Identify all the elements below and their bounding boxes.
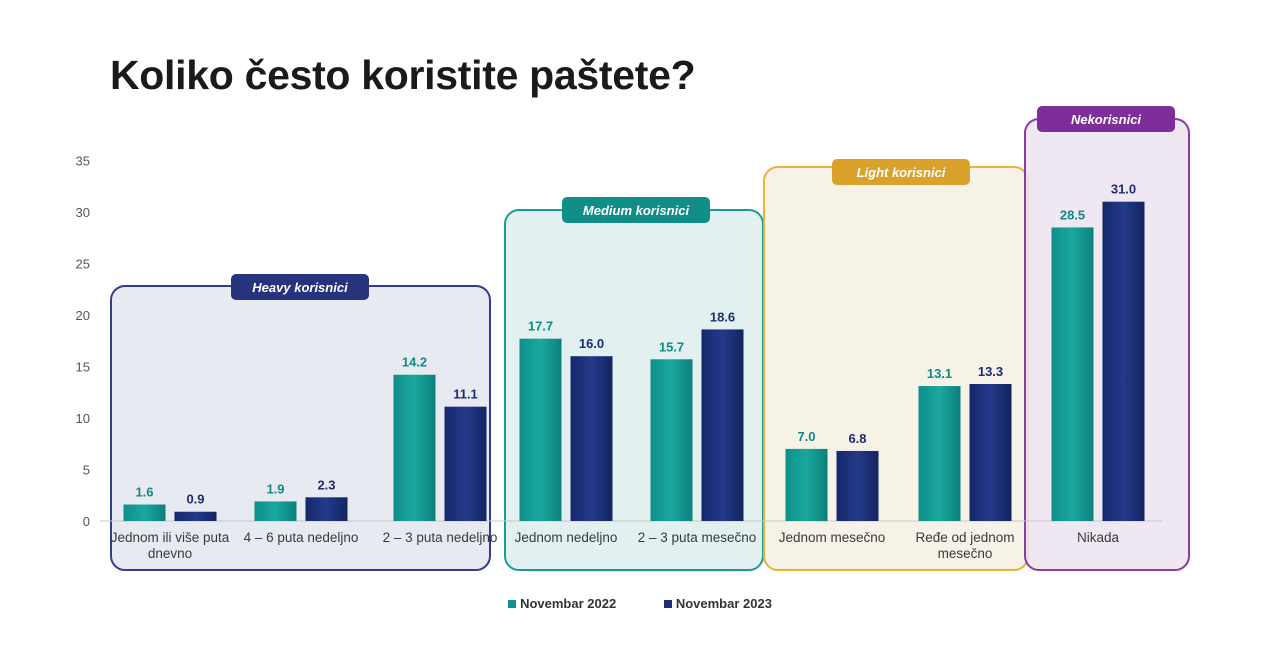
bar-2023 — [1102, 201, 1145, 521]
category-label-line: Jednom mesečno — [779, 530, 886, 545]
y-tick-label: 35 — [76, 154, 90, 169]
data-label: 31.0 — [1111, 182, 1136, 197]
data-label: 18.6 — [710, 309, 735, 324]
chart-title: Koliko često koristite paštete? — [110, 52, 696, 98]
data-label: 16.0 — [579, 336, 604, 351]
data-label: 13.1 — [927, 366, 952, 381]
bar-2023 — [570, 356, 613, 521]
data-label: 13.3 — [978, 364, 1003, 379]
legend: Novembar 2022 Novembar 2023 — [0, 596, 1280, 611]
category-label: 2 – 3 puta mesečno — [638, 530, 757, 545]
bar-2022 — [393, 374, 436, 521]
y-tick-label: 20 — [76, 308, 90, 323]
bar-2023 — [969, 384, 1012, 521]
bar-2022 — [650, 359, 693, 521]
data-label: 1.6 — [135, 485, 153, 500]
data-label: 28.5 — [1060, 207, 1085, 222]
data-label: 1.9 — [266, 481, 284, 496]
bars — [123, 201, 1145, 521]
y-tick-label: 15 — [76, 360, 90, 375]
category-label: Jednom mesečno — [779, 530, 886, 545]
category-label: Nikada — [1077, 530, 1120, 545]
group-label-badge-2 — [832, 159, 970, 185]
category-label-line: 2 – 3 puta nedeljno — [383, 530, 498, 545]
legend-label-2023: Novembar 2023 — [675, 596, 772, 611]
category-label: 2 – 3 puta nedeljno — [383, 530, 498, 545]
category-label: Jednom ili više puta dnevno — [111, 530, 230, 561]
category-label-line: 2 – 3 puta mesečno — [638, 530, 757, 545]
data-label: 0.9 — [186, 492, 204, 507]
category-label: 4 – 6 puta nedeljno — [244, 530, 359, 545]
group-label-badge-3 — [1037, 106, 1175, 132]
bar-2022 — [254, 501, 297, 521]
bar-2022 — [123, 504, 166, 521]
group-label-1: Medium korisnici — [583, 203, 690, 218]
data-label: 2.3 — [317, 477, 335, 492]
data-label: 17.7 — [528, 319, 553, 334]
bar-2023 — [701, 329, 744, 521]
category-label: Ređe od jednom mesečno — [915, 530, 1014, 561]
bar-2023 — [836, 450, 879, 521]
data-label: 7.0 — [797, 429, 815, 444]
group-label-2: Light korisnici — [857, 165, 946, 180]
legend-label-2022: Novembar 2022 — [520, 596, 617, 611]
legend-swatch-2023 — [663, 600, 672, 608]
legend-swatch-2022 — [508, 600, 517, 608]
y-tick-label: 10 — [76, 411, 90, 426]
category-label-line: Nikada — [1077, 530, 1120, 545]
data-label: 11.1 — [453, 387, 478, 402]
bar-2023 — [174, 511, 217, 521]
y-tick-label: 30 — [76, 205, 90, 220]
bar-2022 — [918, 386, 961, 521]
data-label: 14.2 — [402, 355, 427, 370]
category-label-line: Jednom nedeljno — [515, 530, 618, 545]
bar-2023 — [305, 497, 348, 521]
category-label-line: Ređe od jednom — [915, 530, 1014, 545]
data-label: 15.7 — [659, 339, 684, 354]
group-label-badge-0 — [231, 274, 369, 300]
category-label-line: 4 – 6 puta nedeljno — [244, 530, 359, 545]
bar-2023 — [444, 406, 487, 521]
bar-2022 — [1051, 227, 1094, 521]
legend-item-2023: Novembar 2023 — [663, 596, 772, 611]
y-tick-label: 25 — [76, 257, 90, 272]
group-label-0: Heavy korisnici — [252, 280, 348, 295]
category-label: Jednom nedeljno — [515, 530, 618, 545]
category-labels: Jednom ili više puta dnevno 4 – 6 puta ned… — [111, 530, 1120, 561]
data-label: 6.8 — [848, 431, 866, 446]
legend-item-2022: Novembar 2022 — [508, 596, 616, 611]
category-label-line: dnevno — [148, 546, 192, 561]
category-label-line: Jednom ili više puta — [111, 530, 230, 545]
group-label-3: Nekorisnici — [1071, 112, 1141, 127]
group-label-badge-1 — [562, 197, 710, 223]
y-tick-label: 0 — [83, 514, 90, 529]
bar-2022 — [519, 338, 562, 521]
group-boxes: Heavy korisnici Medium korisnici Light kor… — [110, 106, 1190, 571]
bar-2022 — [785, 448, 828, 521]
data-labels: 1.6 1.9 14.2 17.7 15.7 7.0 13.1 28.5 0.9 2.3 11.1 1… — [135, 182, 1136, 507]
category-label-line: mesečno — [938, 546, 993, 561]
y-tick-label: 5 — [83, 463, 90, 478]
